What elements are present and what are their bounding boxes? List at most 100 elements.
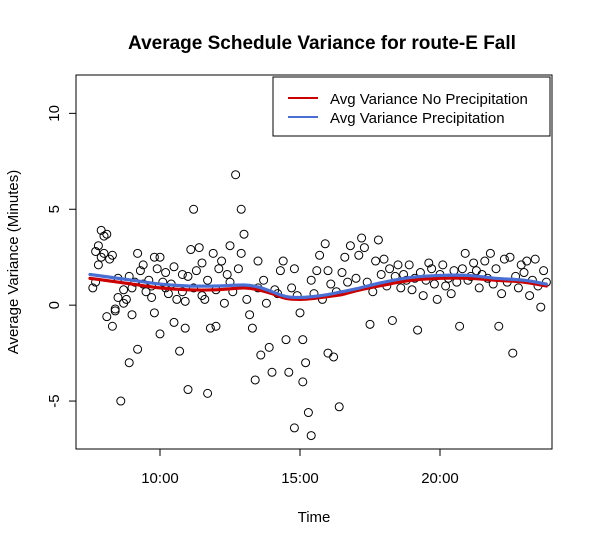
scatter-point	[522, 256, 532, 266]
chart-title: Average Schedule Variance for route-E Fa…	[128, 33, 516, 54]
scatter-point	[441, 281, 451, 291]
scatter-point	[513, 283, 523, 293]
scatter-point	[203, 388, 213, 398]
scatter-point	[236, 248, 246, 258]
y-tick-label: 5	[46, 205, 63, 213]
x-axis-label: Time	[298, 509, 331, 526]
x-tick-label: 15:00	[281, 470, 319, 487]
y-tick-label: -5	[46, 394, 63, 407]
scatter-point	[88, 283, 98, 293]
scatter-point	[295, 308, 305, 318]
x-axis: 10:00 15:00 20:00	[141, 449, 459, 487]
scatter-point	[261, 298, 271, 308]
legend-box	[272, 76, 551, 137]
scatter-point	[491, 264, 501, 274]
scatter-point	[449, 266, 459, 276]
x-tick-label: 10:00	[141, 470, 179, 487]
scatter-point	[298, 335, 308, 345]
scatter-point	[250, 375, 260, 385]
scatter-point	[116, 396, 126, 406]
scatter-points	[88, 170, 551, 441]
scatter-point	[326, 279, 336, 289]
scatter-point	[471, 266, 481, 276]
y-axis: -5 0 5 10	[46, 105, 76, 408]
scatter-point	[180, 323, 190, 333]
scatter-point	[259, 275, 269, 285]
scatter-point	[284, 367, 294, 377]
scatter-point	[301, 358, 311, 368]
scatter-point	[289, 264, 299, 274]
scatter-point	[474, 283, 484, 293]
scatter-point	[194, 243, 204, 253]
scatter-point	[225, 241, 235, 251]
scatter-point	[413, 325, 423, 335]
plot-frame	[75, 74, 553, 450]
scatter-point	[264, 342, 274, 352]
scatter-point	[177, 269, 187, 279]
scatter-point	[211, 321, 221, 331]
scatter-point	[424, 258, 434, 268]
scatter-point	[539, 266, 549, 276]
scatter-point	[457, 264, 467, 274]
scatter-point	[455, 321, 465, 331]
scatter-point	[99, 248, 109, 258]
scatter-point	[135, 266, 145, 276]
scatter-point	[494, 321, 504, 331]
scatter-point	[256, 350, 266, 360]
scatter-point	[253, 256, 263, 266]
scatter-point	[102, 312, 112, 322]
series-lines	[88, 272, 548, 301]
scatter-point	[359, 243, 369, 253]
scatter-point	[393, 260, 403, 270]
scatter-point	[242, 294, 252, 304]
scatter-point	[432, 294, 442, 304]
scatter-point	[91, 246, 101, 256]
series-line-1	[88, 272, 548, 300]
scatter-point	[107, 321, 117, 331]
scatter-point	[155, 329, 165, 339]
scatter-point	[278, 256, 288, 266]
scatter-point	[376, 269, 386, 279]
scatter-point	[480, 256, 490, 266]
scatter-point	[93, 260, 103, 270]
scatter-point	[231, 170, 241, 180]
scatter-point	[177, 287, 187, 297]
scatter-point	[155, 252, 165, 262]
scatter-point	[396, 283, 406, 293]
scatter-point	[385, 264, 395, 274]
scatter-point	[236, 204, 246, 214]
scatter-point	[149, 252, 159, 262]
scatter-point	[169, 317, 179, 327]
scatter-point	[275, 266, 285, 276]
scatter-point	[460, 248, 470, 258]
scatter-point	[306, 431, 316, 441]
scatter-point	[429, 279, 439, 289]
scatter-point	[239, 229, 249, 239]
scatter-point	[329, 352, 339, 362]
x-tick-label: 20:00	[421, 470, 459, 487]
scatter-point	[180, 296, 190, 306]
scatter-point	[267, 367, 277, 377]
y-tick-label: 0	[46, 301, 63, 309]
scatter-point	[404, 260, 414, 270]
scatter-point	[183, 271, 193, 281]
scatter-point	[110, 306, 120, 316]
scatter-point	[334, 402, 344, 412]
scatter-point	[172, 294, 182, 304]
scatter-point	[306, 275, 316, 285]
scatter-point	[247, 323, 257, 333]
scatter-point	[222, 269, 232, 279]
scatter-point	[427, 264, 437, 274]
scatter-point	[197, 258, 207, 268]
scatter-point	[287, 283, 297, 293]
scatter-point	[373, 235, 383, 245]
scatter-point	[438, 260, 448, 270]
scatter-point	[530, 254, 540, 264]
scatter-point	[379, 254, 389, 264]
scatter-point	[469, 258, 479, 268]
scatter-point	[320, 239, 330, 249]
scatter-point	[519, 268, 529, 278]
scatter-point	[205, 323, 215, 333]
scatter-point	[107, 250, 117, 260]
scatter-point	[191, 266, 201, 276]
